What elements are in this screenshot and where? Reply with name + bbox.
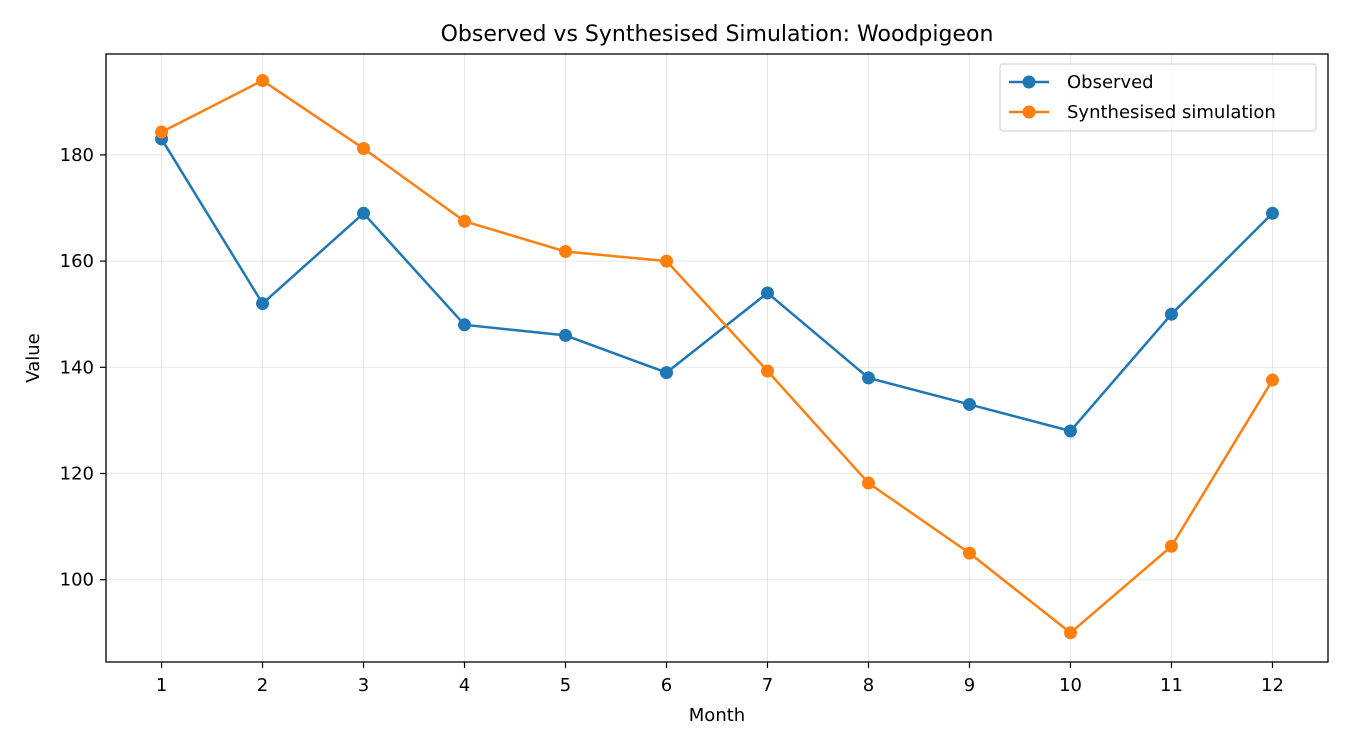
data-point xyxy=(962,546,976,560)
data-point xyxy=(660,366,674,380)
data-point xyxy=(1063,626,1077,640)
x-axis-label: Month xyxy=(689,705,745,726)
series-1 xyxy=(155,132,1279,438)
chart-title: Observed vs Synthesised Simulation: Wood… xyxy=(441,22,994,47)
x-tick-label: 1 xyxy=(156,675,167,696)
legend-label: Synthesised simulation xyxy=(1067,102,1276,123)
y-tick-label: 160 xyxy=(60,251,94,272)
y-tick-label: 100 xyxy=(60,570,94,591)
data-point xyxy=(559,328,573,342)
data-point xyxy=(760,286,774,300)
legend-marker xyxy=(1022,105,1036,119)
x-tick-label: 10 xyxy=(1059,675,1082,696)
legend-marker xyxy=(1022,75,1036,89)
legend-label: Observed xyxy=(1067,72,1154,93)
data-point xyxy=(1265,206,1279,220)
data-point xyxy=(155,125,169,139)
data-point xyxy=(357,206,371,220)
legend: Observed Synthesised simulation xyxy=(999,63,1317,132)
data-point xyxy=(660,254,674,268)
x-tick-label: 9 xyxy=(964,675,975,696)
legend-box xyxy=(999,63,1317,132)
data-point xyxy=(256,74,270,88)
data-point xyxy=(1164,307,1178,321)
x-tick-label: 2 xyxy=(257,675,268,696)
data-point xyxy=(1164,539,1178,553)
x-tick-label: 5 xyxy=(560,675,571,696)
plot-frame xyxy=(105,53,1329,663)
series-line xyxy=(160,138,1274,433)
data-point xyxy=(962,397,976,411)
x-tick-label: 4 xyxy=(459,675,470,696)
x-tick-label: 8 xyxy=(863,675,874,696)
x-tick-label: 7 xyxy=(762,675,773,696)
y-tick-label: 120 xyxy=(60,463,94,484)
data-point xyxy=(357,142,371,156)
x-tick-label: 6 xyxy=(661,675,672,696)
data-point xyxy=(559,245,573,259)
y-tick-label: 140 xyxy=(60,357,94,378)
y-axis-label: Value xyxy=(23,333,44,382)
series-group xyxy=(155,74,1279,640)
data-point xyxy=(861,476,875,490)
data-point xyxy=(458,318,472,332)
data-point xyxy=(458,214,472,228)
data-point xyxy=(760,364,774,378)
x-tick-label: 12 xyxy=(1261,675,1284,696)
data-point xyxy=(256,297,270,311)
data-point xyxy=(861,371,875,385)
x-tick-label: 11 xyxy=(1160,675,1183,696)
series-2 xyxy=(155,74,1279,640)
x-tick-label: 3 xyxy=(358,675,369,696)
y-tick-label: 180 xyxy=(60,145,94,166)
series-line xyxy=(160,79,1274,635)
data-point xyxy=(1063,424,1077,438)
data-point xyxy=(1265,373,1279,387)
